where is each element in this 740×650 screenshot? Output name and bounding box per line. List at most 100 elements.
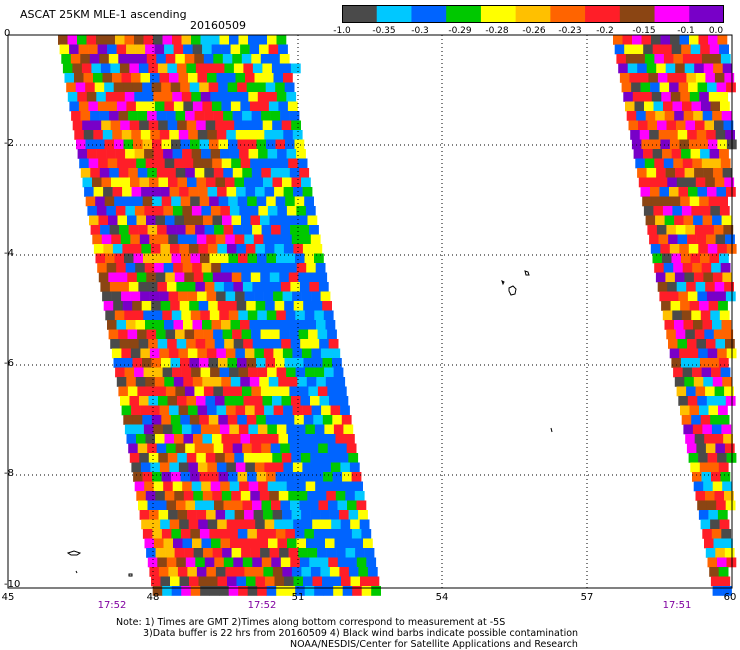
swath-cell (109, 282, 120, 292)
swath-cell (202, 44, 212, 55)
swath-cell (284, 301, 294, 311)
swath-cell (204, 500, 215, 511)
swath-cell (199, 139, 210, 150)
swath-cell (267, 92, 278, 102)
swath-cell (270, 168, 281, 178)
swath-cell (280, 111, 290, 121)
swath-cell (350, 519, 360, 530)
swath-cell (261, 225, 272, 235)
swath-cell (145, 320, 155, 330)
swath-cell (156, 111, 167, 121)
swath-cell (261, 443, 271, 454)
swath-cell (670, 92, 681, 102)
swath-cell (176, 500, 186, 511)
swath-cell (204, 282, 215, 292)
swath-cell (268, 538, 278, 549)
swath-cell (135, 320, 146, 330)
swath-cell (246, 82, 257, 93)
swath-cell (114, 196, 124, 207)
swath-cell (315, 538, 326, 549)
swath-cell (82, 177, 93, 188)
swath-cell (709, 567, 719, 577)
swath-cell (281, 453, 292, 463)
swath-cell (726, 557, 737, 568)
swath-cell (172, 35, 182, 45)
swath-cell (127, 54, 138, 64)
swath-cell (659, 82, 670, 93)
swath-cell (161, 82, 171, 93)
swath-cell (116, 101, 127, 112)
swath-cell (318, 500, 329, 511)
swath-cell (163, 538, 174, 549)
swath-cell (231, 215, 242, 226)
swath-cell (710, 206, 721, 216)
swath-cell (290, 225, 300, 235)
swath-cell (129, 63, 140, 74)
swath-cell (708, 92, 719, 102)
swath-cell (707, 139, 718, 150)
swath-cell (716, 500, 726, 511)
swath-cell (137, 168, 148, 178)
swath-cell (702, 424, 713, 435)
swath-cell (300, 396, 311, 406)
swath-cell (177, 510, 188, 520)
swath-cell (296, 481, 306, 492)
swath-cell (136, 158, 146, 169)
swath-cell (248, 35, 258, 45)
swath-cell (253, 567, 264, 577)
swath-cell (252, 225, 262, 235)
swath-cell (233, 282, 244, 292)
swath-cell (725, 500, 736, 511)
swath-cell (682, 367, 693, 378)
swath-cell (684, 272, 695, 283)
swath-cell (257, 253, 267, 264)
swath-cell (176, 282, 187, 292)
swath-cell (117, 215, 128, 226)
swath-cell (327, 443, 338, 454)
swath-cell (159, 130, 170, 140)
swath-cell (275, 529, 286, 539)
swath-cell (103, 187, 113, 197)
swath-cell (214, 225, 224, 235)
swath-cell (164, 101, 175, 112)
swath-cell (338, 453, 349, 463)
swath-cell (99, 168, 110, 178)
swath-cell (226, 187, 237, 197)
swath-cell (95, 253, 106, 264)
swath-cell (138, 339, 149, 349)
swath-cell (689, 92, 700, 102)
swath-cell (148, 63, 159, 74)
swath-cell (98, 272, 109, 283)
swath-cell (326, 548, 337, 558)
swath-cell (315, 481, 325, 492)
swath-cell (329, 396, 339, 406)
swath-cell (207, 130, 218, 140)
swath-cell (652, 253, 663, 264)
swath-cell (698, 453, 708, 463)
swath-cell (281, 63, 292, 74)
swath-cell (82, 120, 92, 131)
swath-cell (230, 320, 241, 330)
swath-cell (118, 386, 129, 397)
colorbar-swatch (689, 5, 724, 23)
swath-cell (121, 73, 132, 83)
swath-cell (166, 225, 177, 235)
swath-cell (714, 73, 725, 83)
swath-cell (720, 158, 731, 169)
swath-cell (250, 434, 260, 444)
swath-cell (279, 386, 290, 397)
swath-cell (717, 557, 727, 568)
swath-cell (124, 253, 134, 264)
swath-cell (231, 548, 242, 558)
swath-cell (190, 139, 200, 150)
swath-cell (74, 73, 84, 83)
swath-cell (651, 35, 661, 45)
swath-cell (137, 443, 148, 454)
swath-cell (265, 576, 275, 587)
swath-cell (248, 206, 259, 216)
swath-cell (705, 73, 716, 83)
swath-cell (334, 481, 344, 492)
swath-cell (332, 529, 343, 539)
swath-cell (307, 548, 318, 558)
swath-cell (170, 415, 181, 425)
